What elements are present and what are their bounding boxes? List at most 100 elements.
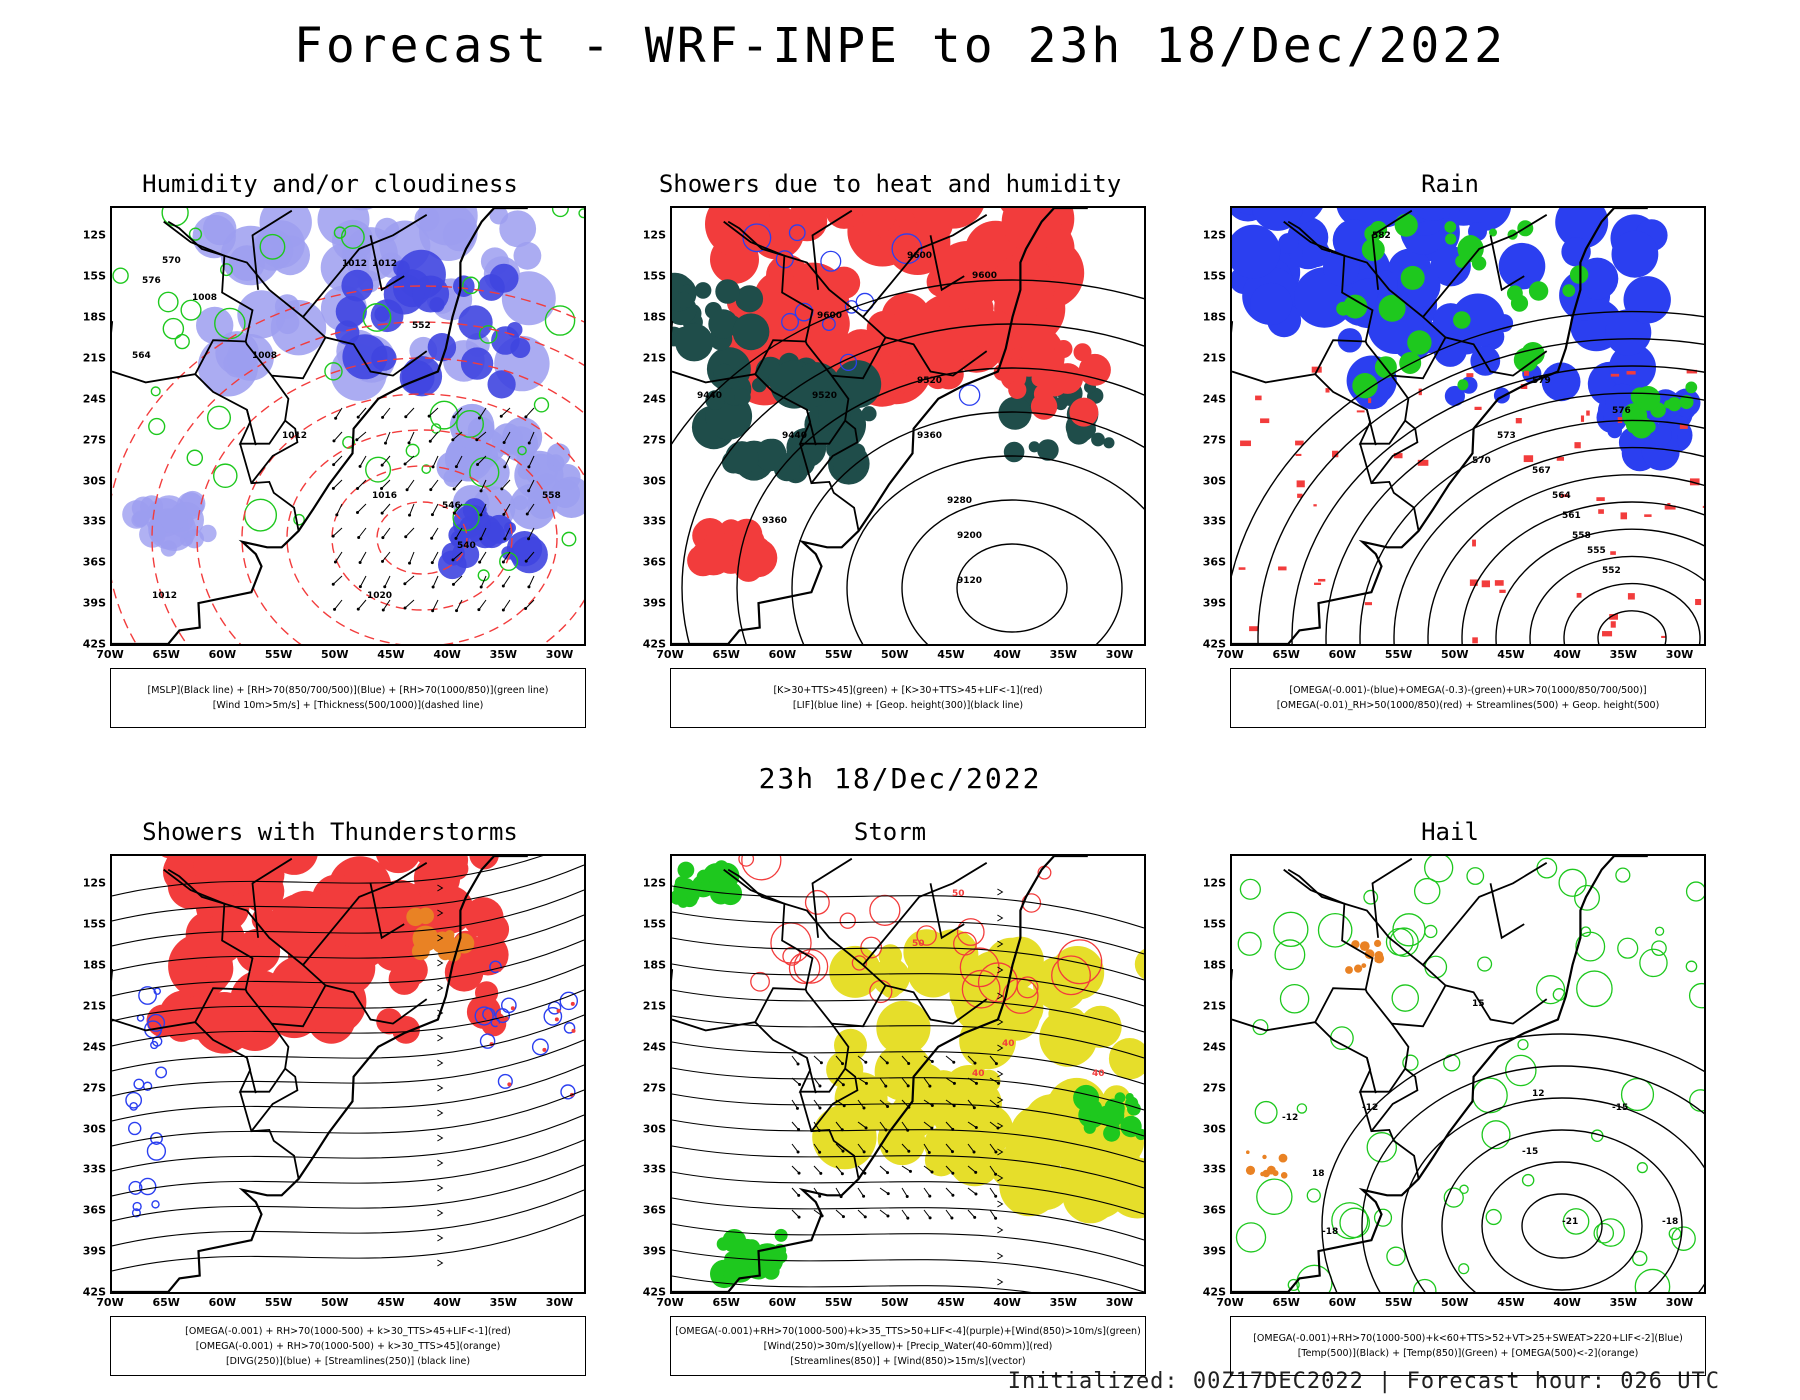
map-svg: 50 50 40 40 40 [672, 856, 1144, 1292]
lon-tick-label: 70W [96, 1296, 124, 1309]
panel-title: Showers with Thunderstorms [142, 818, 518, 846]
lon-tick-label: 55W [824, 1296, 853, 1309]
panel-showers-heat: Showers due to heat and humidity 12S 15S 18… [630, 170, 1150, 730]
lon-tick-label: 55W [1384, 1296, 1413, 1309]
panel-legend: [MSLP](Black line) + [RH>70(850/700/500)… [110, 668, 586, 728]
lon-tick-label: 70W [1216, 1296, 1244, 1309]
lat-tick-label: 39S [642, 596, 666, 610]
longitude-axis: 70W 65W 60W 55W 50W 45W 40W 35W 30W [656, 648, 1146, 664]
legend-line: [Temp(500)](Black) + [Temp(850)](Green) … [1297, 1348, 1639, 1359]
contour-label: 40 [1002, 1039, 1015, 1049]
contour-label: 50 [952, 889, 965, 899]
lat-tick-label: 30S [82, 474, 106, 487]
lon-tick-label: 55W [264, 1296, 293, 1309]
lon-tick-label: 70W [1216, 648, 1244, 661]
lon-tick-label: 65W [1272, 648, 1300, 661]
legend-line: [MSLP](Black line) + [RH>70(850/700/500)… [147, 685, 549, 696]
lat-tick-label: 36S [82, 1203, 106, 1217]
contour-label: 564 [132, 351, 151, 361]
legend-line: [OMEGA(-0.001)+RH>70(1000-500)+k>35_TTS>… [675, 1325, 1141, 1337]
lat-tick-label: 15S [642, 269, 666, 283]
map-svg: 582 579 576 573 570 567 564 561 558 555 552 [1232, 208, 1704, 644]
contour-label: 558 [1572, 531, 1591, 541]
lat-tick-label: 21S [82, 999, 106, 1013]
lat-tick-label: 21S [642, 351, 666, 365]
lat-tick-label: 18S [1202, 958, 1226, 972]
lon-tick-label: 40W [433, 648, 461, 661]
contour-label: 9360 [762, 516, 787, 526]
contour-label: 9600 [907, 251, 932, 261]
contour-label: 558 [542, 491, 561, 501]
lon-tick-label: 50W [881, 1296, 909, 1309]
panel-legend: [OMEGA(-0.001)+RH>70(1000-500)+k>35_TTS>… [670, 1316, 1146, 1376]
contour-label: 579 [1532, 376, 1551, 386]
lon-tick-label: 50W [321, 1296, 349, 1309]
lat-tick-label: 36S [642, 555, 666, 569]
lat-tick-label: 39S [642, 1244, 666, 1258]
panel-legend: [OMEGA(-0.001)-(blue)+OMEGA(-0.3)-(green… [1230, 668, 1706, 728]
lon-tick-label: 60W [1328, 648, 1357, 661]
lon-tick-label: 60W [208, 1296, 237, 1309]
panel-humidity: Humidity and/or cloudiness 12S 15S 18S 21S 24… [70, 170, 590, 730]
legend-line: [DIVG(250)](blue) + [Streamlines(250)] (… [225, 1355, 471, 1367]
contour-label: 1012 [372, 259, 397, 269]
contour-label: 9520 [812, 391, 837, 401]
contour-label: 9360 [917, 431, 942, 441]
lon-tick-label: 45W [937, 648, 965, 661]
contour-label: -15 [1612, 1103, 1628, 1113]
lon-tick-label: 45W [1497, 648, 1525, 661]
contour-label: -12 [1282, 1113, 1298, 1123]
legend-line: [OMEGA(-0.001) + RH>70(1000-500) + k>30_… [195, 1340, 501, 1352]
latitude-axis: 12S 15S 18S 21S 24S 27S 30S 33S 36S 39S 42S [630, 854, 668, 1299]
lon-tick-label: 50W [321, 648, 349, 661]
lon-tick-label: 45W [377, 1296, 405, 1309]
longitude-axis: 70W 65W 60W 55W 50W 45W 40W 35W 30W [1216, 648, 1706, 664]
lon-tick-label: 55W [824, 648, 853, 661]
lat-tick-label: 12S [1202, 876, 1226, 890]
contour-label: 561 [1562, 511, 1581, 521]
longitude-axis: 70W 65W 60W 55W 50W 45W 40W 35W 30W [1216, 1296, 1706, 1312]
lon-tick-label: 50W [1441, 648, 1469, 661]
lat-tick-label: 12S [1202, 228, 1226, 242]
contour-label: 573 [1497, 431, 1516, 441]
lon-tick-label: 30W [1665, 1296, 1694, 1309]
main-title: Forecast - WRF-INPE to 23h 18/Dec/2022 [293, 18, 1507, 74]
contour-label: 570 [162, 256, 181, 266]
lat-tick-label: 42S [82, 637, 106, 651]
lat-tick-label: 27S [642, 433, 666, 447]
panel-title: Rain [1421, 170, 1479, 198]
panel-rain: Rain 12S 15S 18S 21S 24S 27S 30S 33S 36S 39S 42S 582… [1190, 170, 1710, 730]
legend-line: [Wind(250)>30m/s](yellow)+ [Precip_Water… [763, 1340, 1053, 1352]
lat-tick-label: 42S [1202, 637, 1226, 651]
lat-tick-label: 24S [1202, 1040, 1226, 1054]
lon-tick-label: 40W [993, 648, 1021, 661]
lon-tick-label: 35W [1049, 648, 1078, 661]
lon-tick-label: 65W [712, 648, 740, 661]
lon-tick-label: 55W [1384, 648, 1413, 661]
lat-tick-label: 27S [82, 433, 106, 447]
contour-label: 50 [912, 939, 925, 949]
map-svg [112, 856, 584, 1292]
lat-tick-label: 12S [82, 876, 106, 890]
lat-tick-label: 21S [642, 999, 666, 1013]
contour-label: 570 [1472, 456, 1491, 466]
lat-tick-label: 33S [1202, 1162, 1226, 1176]
lon-tick-label: 60W [768, 648, 797, 661]
contour-label: 1020 [367, 591, 392, 601]
lon-tick-label: 35W [489, 1296, 518, 1309]
contour-label: 18 [1312, 1169, 1325, 1179]
contour-label: 552 [1602, 566, 1621, 576]
lat-tick-label: 18S [82, 310, 106, 324]
lon-tick-label: 35W [489, 648, 518, 661]
lat-tick-label: 15S [1202, 917, 1226, 931]
lat-tick-label: 36S [1202, 1203, 1226, 1217]
lon-tick-label: 40W [1553, 648, 1581, 661]
lon-tick-label: 60W [768, 1296, 797, 1309]
contour-label: -12 [1362, 1103, 1378, 1113]
contour-label: 576 [1612, 406, 1631, 416]
lat-tick-label: 36S [82, 555, 106, 569]
map-plot: 50 50 40 40 40 [670, 854, 1146, 1294]
lon-tick-label: 40W [1553, 1296, 1581, 1309]
lat-tick-label: 42S [1202, 1285, 1226, 1299]
